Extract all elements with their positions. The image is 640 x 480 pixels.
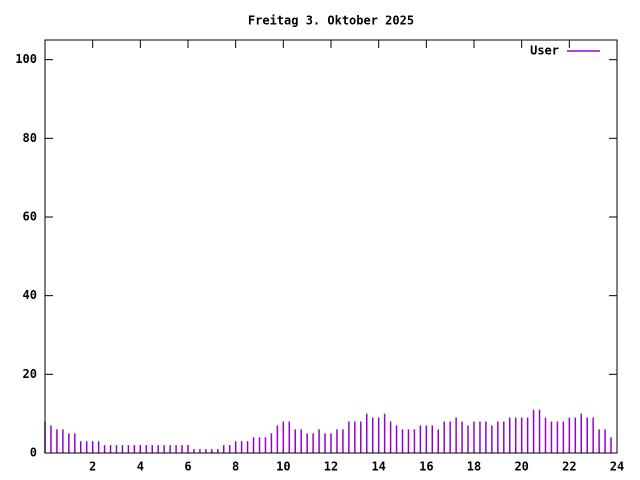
- x-tick-label: 10: [276, 460, 290, 474]
- y-tick-label: 80: [23, 131, 37, 145]
- x-tick-label: 18: [467, 460, 481, 474]
- y-tick-label: 40: [23, 288, 37, 302]
- x-tick-label: 4: [137, 460, 144, 474]
- x-tick-label: 6: [184, 460, 191, 474]
- x-tick-label: 8: [232, 460, 239, 474]
- x-tick-label: 20: [514, 460, 528, 474]
- y-tick-label: 0: [30, 446, 37, 460]
- legend-label: User: [530, 44, 559, 58]
- x-tick-label: 14: [371, 460, 385, 474]
- y-tick-label: 60: [23, 210, 37, 224]
- x-tick-label: 24: [610, 460, 624, 474]
- y-tick-label: 20: [23, 367, 37, 381]
- x-tick-label: 16: [419, 460, 433, 474]
- x-tick-label: 12: [324, 460, 338, 474]
- y-tick-label: 100: [15, 52, 37, 66]
- x-tick-label: 22: [562, 460, 576, 474]
- x-tick-label: 2: [89, 460, 96, 474]
- plot-border: [44, 39, 618, 454]
- chart-title: Freitag 3. Oktober 2025: [248, 14, 414, 28]
